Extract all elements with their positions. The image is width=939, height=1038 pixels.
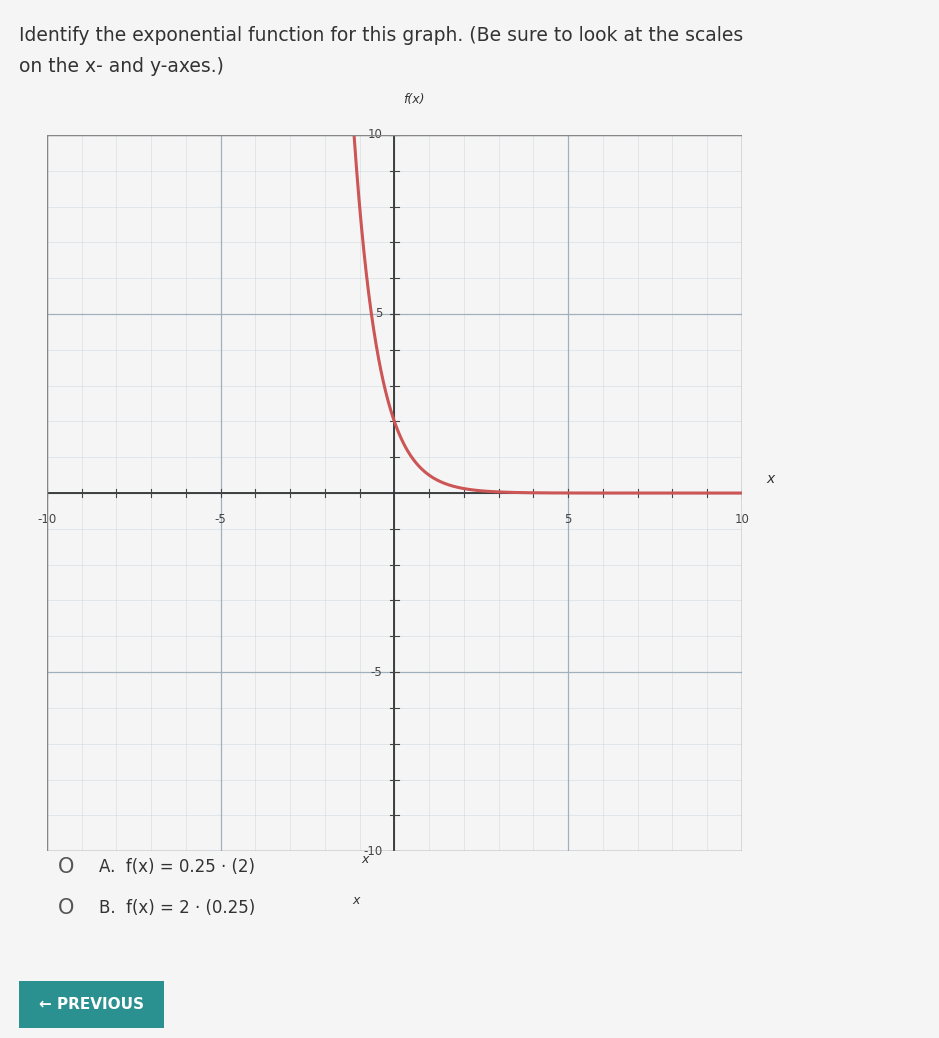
Text: Identify the exponential function for this graph. (Be sure to look at the scales: Identify the exponential function for th… bbox=[19, 26, 743, 45]
Text: 10: 10 bbox=[367, 129, 382, 141]
Text: 5: 5 bbox=[564, 513, 572, 525]
Text: O: O bbox=[57, 856, 74, 877]
Text: ← PREVIOUS: ← PREVIOUS bbox=[39, 996, 144, 1012]
Text: x: x bbox=[362, 853, 369, 866]
Text: x: x bbox=[766, 471, 775, 486]
Text: O: O bbox=[57, 898, 74, 919]
Text: -5: -5 bbox=[215, 513, 226, 525]
Text: -10: -10 bbox=[363, 845, 382, 857]
Text: -10: -10 bbox=[38, 513, 56, 525]
Bar bbox=[47, 135, 742, 851]
Text: 5: 5 bbox=[375, 307, 382, 321]
Text: -5: -5 bbox=[371, 665, 382, 679]
Text: f(x): f(x) bbox=[403, 93, 424, 106]
Text: on the x- and y-axes.): on the x- and y-axes.) bbox=[19, 57, 223, 76]
Text: B.  f(x) = 2 · (0.25): B. f(x) = 2 · (0.25) bbox=[99, 899, 254, 918]
Text: 10: 10 bbox=[734, 513, 749, 525]
Text: x: x bbox=[352, 895, 360, 907]
Text: A.  f(x) = 0.25 · (2): A. f(x) = 0.25 · (2) bbox=[99, 857, 254, 876]
